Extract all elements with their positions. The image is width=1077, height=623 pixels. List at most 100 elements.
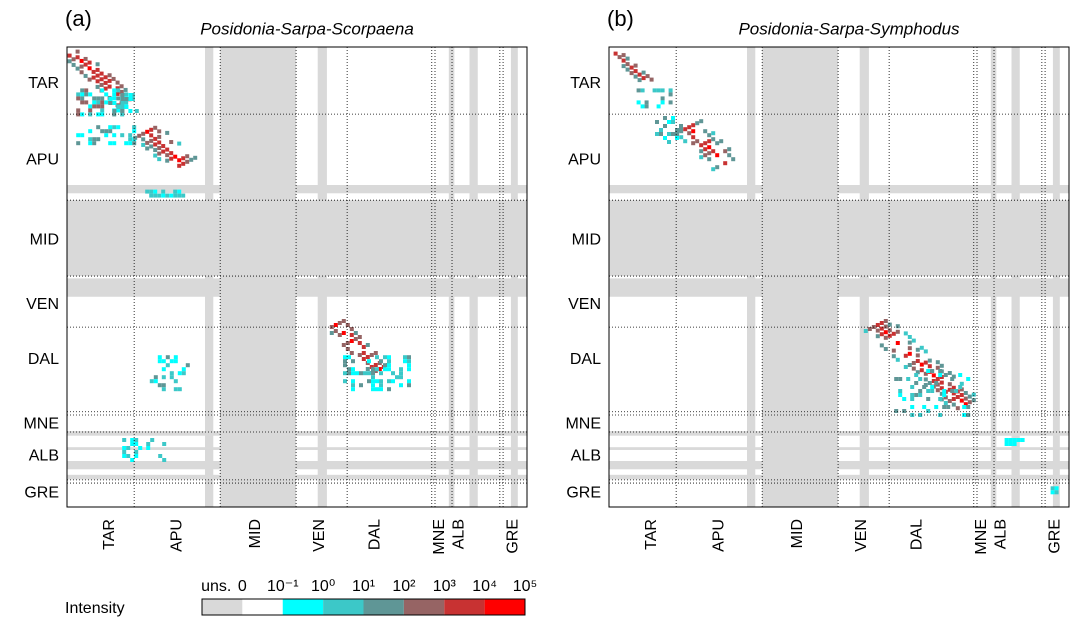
cell <box>645 74 650 79</box>
cell <box>387 367 391 372</box>
cell <box>707 145 712 150</box>
unsampled-band <box>859 47 869 507</box>
cell <box>153 136 158 141</box>
cell <box>108 101 113 105</box>
cell <box>875 334 880 339</box>
cell <box>966 413 971 417</box>
cell <box>134 109 139 113</box>
cell <box>169 359 174 364</box>
cell <box>173 359 178 364</box>
cell <box>383 355 387 360</box>
cell <box>1004 442 1009 446</box>
cell <box>1008 442 1013 446</box>
cell <box>699 119 704 124</box>
cell <box>891 354 896 359</box>
cell <box>361 345 366 349</box>
cell <box>383 363 387 368</box>
cell <box>934 381 939 385</box>
cell <box>161 375 166 380</box>
cell <box>123 87 128 92</box>
cell <box>185 363 190 368</box>
cell <box>923 360 928 365</box>
cell <box>124 100 129 105</box>
unsampled-band <box>67 200 527 277</box>
cell <box>918 377 923 381</box>
cell <box>943 395 948 400</box>
unsampled-band <box>67 447 527 450</box>
cell <box>636 100 641 105</box>
cell <box>691 141 696 146</box>
cell <box>663 124 667 128</box>
cell <box>165 153 170 158</box>
cell <box>935 360 940 365</box>
cell <box>343 371 347 376</box>
cell <box>119 89 124 94</box>
cell <box>931 373 936 378</box>
unsampled-band <box>67 431 527 436</box>
cell <box>887 328 892 333</box>
cell <box>177 141 182 146</box>
cell <box>719 139 724 144</box>
cell <box>879 326 884 331</box>
cell <box>84 100 89 105</box>
y-region-label: DAL <box>28 351 59 368</box>
cell <box>959 381 964 386</box>
x-region-label: APU <box>169 519 186 552</box>
cell <box>914 393 919 397</box>
cell <box>149 138 154 143</box>
colorbar-title: Intensity <box>65 600 125 617</box>
cell <box>373 351 378 355</box>
cell <box>667 120 671 124</box>
cell <box>95 79 100 84</box>
unsampled-band <box>609 185 1069 194</box>
cell <box>161 193 166 198</box>
cell <box>637 78 642 83</box>
cell <box>375 355 379 360</box>
cell <box>918 389 923 393</box>
plot-area <box>609 47 1069 507</box>
cell <box>345 323 350 327</box>
cell <box>403 359 407 364</box>
cell <box>1012 438 1017 442</box>
cell <box>122 446 127 450</box>
cell <box>387 363 391 368</box>
cell <box>641 76 646 81</box>
cell <box>387 359 391 364</box>
cell <box>640 104 645 109</box>
cell <box>177 163 182 168</box>
cell <box>83 56 88 61</box>
cell <box>351 387 355 392</box>
cell <box>668 92 673 97</box>
cell <box>958 385 963 389</box>
cell <box>67 59 72 64</box>
cell <box>79 64 84 69</box>
x-region-label: VEN <box>853 519 870 552</box>
cell <box>133 135 138 140</box>
cell <box>104 129 109 134</box>
cell <box>687 125 692 130</box>
cell <box>927 381 932 385</box>
cell <box>715 141 720 146</box>
cell <box>914 381 919 385</box>
cell <box>351 359 355 364</box>
cell <box>663 136 667 140</box>
cell <box>641 70 646 75</box>
cell <box>80 100 85 105</box>
cell <box>181 367 186 372</box>
cell <box>122 438 127 442</box>
cell <box>100 112 105 117</box>
cell <box>124 141 129 146</box>
cell <box>962 413 967 417</box>
cell <box>88 141 93 146</box>
cell <box>399 367 403 372</box>
cell <box>80 133 85 138</box>
cell <box>96 112 101 117</box>
cell <box>629 71 634 76</box>
cell <box>1050 486 1055 491</box>
unsampled-band <box>609 447 1069 450</box>
cell <box>355 371 359 376</box>
cell <box>711 167 716 172</box>
cell <box>137 133 142 138</box>
cell <box>927 364 932 369</box>
